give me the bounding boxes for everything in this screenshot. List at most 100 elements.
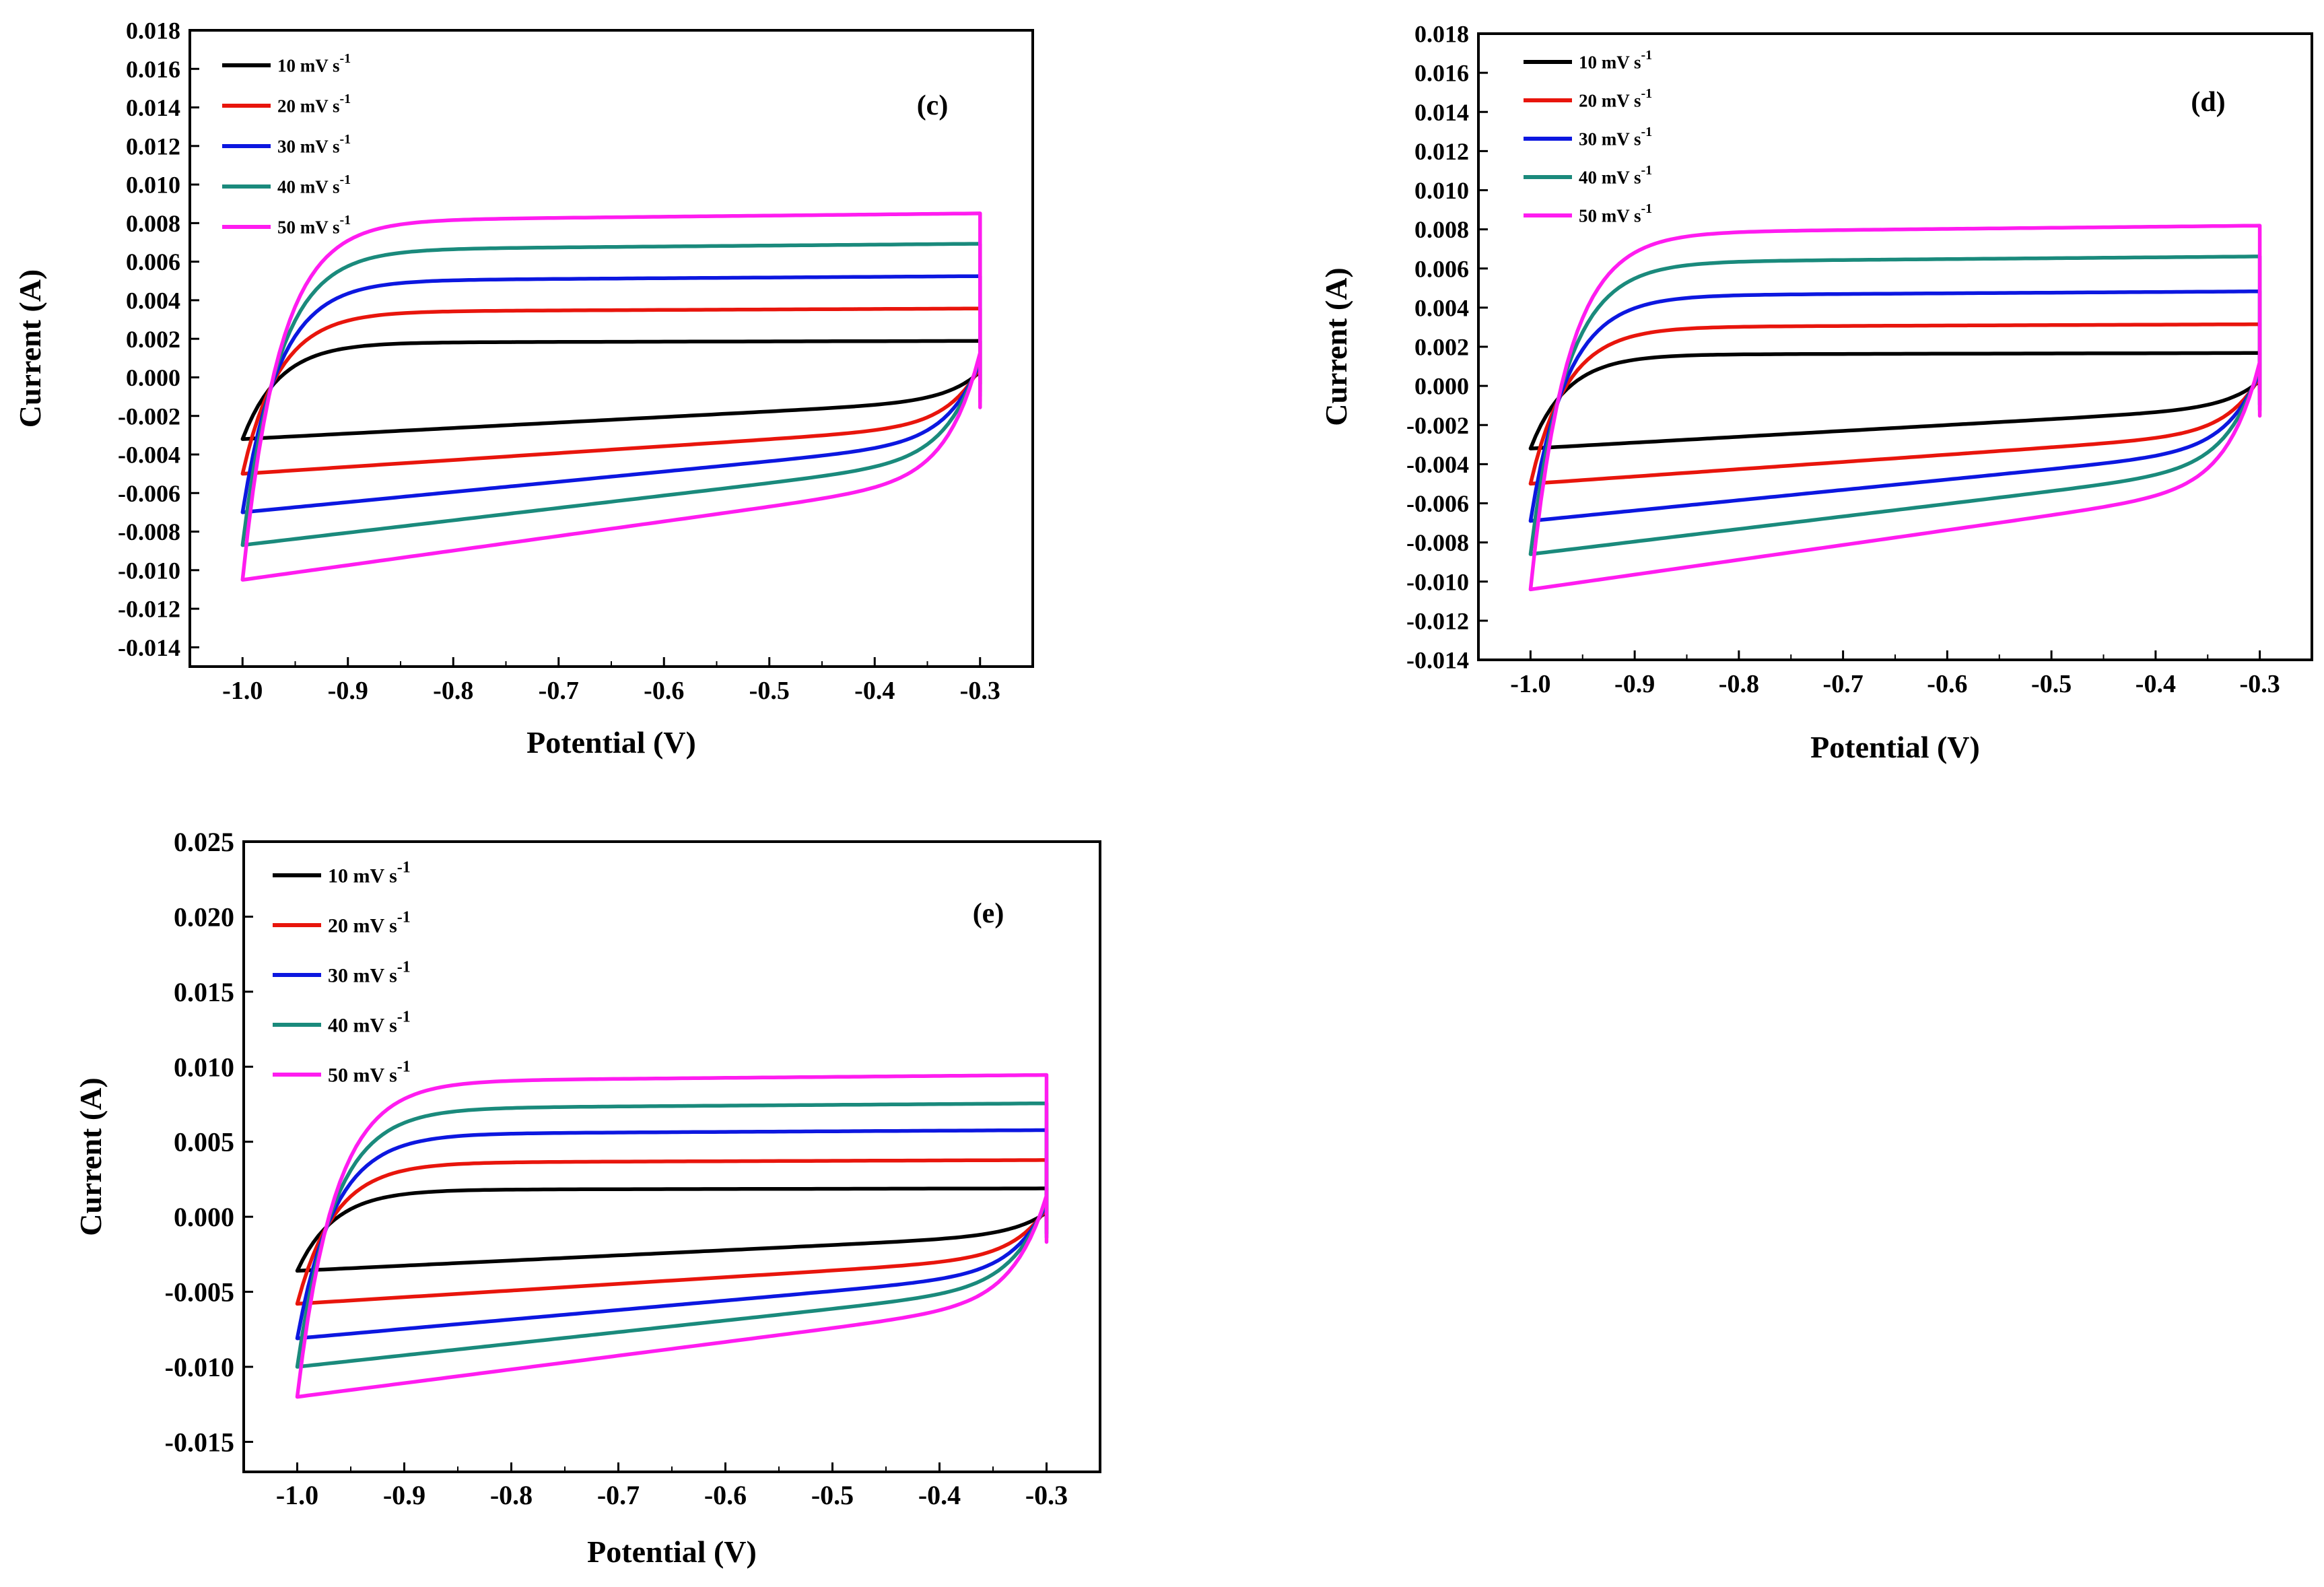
y-tick-label: 0.000 — [174, 1202, 234, 1232]
x-tick-label: -0.6 — [704, 1480, 747, 1510]
y-tick-label: 0.016 — [1414, 60, 1469, 87]
y-tick-label: 0.012 — [126, 133, 180, 160]
y-tick-label: 0.016 — [126, 56, 180, 83]
x-tick-label: -0.8 — [433, 677, 473, 705]
plot-frame — [189, 29, 1034, 668]
legend-label: 40 mV s-1 — [277, 172, 351, 197]
legend-label: 30 mV s-1 — [277, 132, 351, 157]
plot-frame — [242, 840, 1101, 1473]
y-tick-label: 0.005 — [174, 1127, 234, 1157]
x-tick-label: -1.0 — [1510, 670, 1550, 698]
chart-panel-d: -0.014 -0.012 -0.010 -0.008 -0.006 -0.004 -0.0… — [1319, 21, 2313, 764]
legend-label-exponent: -1 — [397, 859, 411, 877]
y-tick-label: 0.010 — [1414, 177, 1469, 204]
x-axis-title: Potential (V) — [1810, 730, 1980, 764]
y-tick-label: -0.006 — [1406, 490, 1469, 517]
y-tick-label: -0.008 — [1406, 529, 1469, 556]
y-tick-label: -0.002 — [118, 403, 180, 430]
x-tick-label: -0.3 — [1025, 1480, 1068, 1510]
y-tick-label: -0.010 — [1406, 568, 1469, 595]
legend-label: 50 mV s-1 — [1579, 201, 1652, 226]
legend-label: 40 mV s-1 — [1579, 163, 1652, 188]
legend-label: 50 mV s-1 — [328, 1058, 411, 1087]
series-curve-10-mV — [295, 1186, 1049, 1273]
x-axis-title: Potential (V) — [526, 725, 696, 759]
x-tick-label: -0.7 — [597, 1480, 640, 1510]
legend-label: 10 mV s-1 — [277, 51, 351, 76]
y-tick-label: 0.014 — [126, 94, 180, 121]
legend-label-exponent: -1 — [397, 1009, 411, 1026]
y-tick-label: 0.025 — [174, 827, 234, 857]
x-tick-label: -0.8 — [1719, 670, 1759, 698]
y-tick-label: -0.004 — [118, 442, 180, 469]
y-tick-label: 0.008 — [126, 210, 180, 237]
series-curve-10-mV — [1528, 351, 2262, 450]
y-tick-label: 0.010 — [174, 1052, 234, 1082]
plot-frame — [1477, 32, 2313, 661]
x-tick-label: -1.0 — [222, 677, 263, 705]
x-tick-label: -0.6 — [1927, 670, 1967, 698]
series-curve-20-mV — [295, 1158, 1049, 1306]
x-tick-label: -1.0 — [276, 1480, 318, 1510]
legend-label-exponent: -1 — [340, 132, 351, 147]
series-curve-50-mV — [240, 211, 982, 582]
y-tick-label: 0.000 — [126, 364, 180, 391]
legend-label: 50 mV s-1 — [277, 213, 351, 238]
y-tick-label: -0.008 — [118, 518, 180, 545]
y-tick-label: -0.005 — [165, 1277, 234, 1308]
panel-label: (c) — [917, 90, 949, 121]
y-tick-label: 0.006 — [1414, 255, 1469, 282]
series-curve-10-mV — [240, 339, 982, 441]
series-curve-50-mV — [1528, 224, 2262, 592]
y-tick-label: -0.004 — [1406, 451, 1469, 478]
y-axis-title: Current (A) — [13, 269, 47, 428]
y-tick-label: 0.002 — [126, 326, 180, 353]
y-tick-label: 0.000 — [1414, 373, 1469, 400]
chart-panel-e: -0.015 -0.010 -0.005 0.000 0.005 0.010 0.015 0.… — [73, 827, 1101, 1569]
legend-label-exponent: -1 — [1641, 48, 1653, 63]
x-tick-label: -0.7 — [539, 677, 579, 705]
legend-label: 20 mV s-1 — [1579, 86, 1652, 111]
y-tick-label: -0.015 — [165, 1427, 234, 1457]
y-tick-label: -0.002 — [1406, 412, 1469, 439]
y-tick-label: -0.014 — [1406, 647, 1469, 674]
legend-label: 20 mV s-1 — [328, 909, 411, 937]
x-tick-label: -0.3 — [960, 677, 1000, 705]
legend-label: 20 mV s-1 — [277, 92, 351, 116]
y-axis-title: Current (A) — [73, 1077, 108, 1236]
y-tick-label: 0.004 — [126, 288, 180, 314]
y-tick-label: 0.018 — [1414, 21, 1469, 48]
x-axis-title: Potential (V) — [587, 1534, 757, 1569]
legend-label-exponent: -1 — [340, 213, 351, 228]
legend-label-exponent: -1 — [1641, 86, 1653, 101]
y-tick-label: 0.020 — [174, 902, 234, 932]
legend-label-exponent: -1 — [397, 959, 411, 976]
legend-label-exponent: -1 — [340, 92, 351, 106]
legend-label: 30 mV s-1 — [1579, 125, 1652, 149]
chart-panel-c: -0.014 -0.012 -0.010 -0.008 -0.006 -0.004 -0.0… — [13, 18, 1034, 759]
y-tick-label: 0.010 — [126, 172, 180, 199]
legend-label-exponent: -1 — [1641, 163, 1653, 178]
legend-label: 10 mV s-1 — [328, 859, 411, 887]
y-tick-label: 0.018 — [126, 18, 180, 44]
legend-label-exponent: -1 — [1641, 201, 1653, 216]
x-tick-label: -0.5 — [749, 677, 790, 705]
y-tick-label: -0.012 — [118, 596, 180, 623]
series-curve-20-mV — [1528, 322, 2262, 486]
y-tick-label: 0.004 — [1414, 294, 1469, 321]
y-tick-label: 0.006 — [126, 248, 180, 275]
legend-label: 30 mV s-1 — [328, 959, 411, 987]
y-tick-label: -0.010 — [165, 1352, 234, 1382]
y-tick-label: -0.014 — [118, 634, 180, 661]
y-axis-title: Current (A) — [1319, 267, 1353, 426]
y-tick-label: -0.006 — [118, 480, 180, 507]
x-tick-label: -0.6 — [644, 677, 684, 705]
y-tick-label: 0.008 — [1414, 216, 1469, 243]
x-tick-label: -0.7 — [1823, 670, 1864, 698]
legend-label-exponent: -1 — [397, 909, 411, 926]
y-tick-label: -0.010 — [118, 557, 180, 584]
y-tick-label: 0.012 — [1414, 138, 1469, 165]
x-tick-label: -0.9 — [328, 677, 368, 705]
y-tick-label: 0.002 — [1414, 334, 1469, 361]
legend-label-exponent: -1 — [340, 51, 351, 66]
